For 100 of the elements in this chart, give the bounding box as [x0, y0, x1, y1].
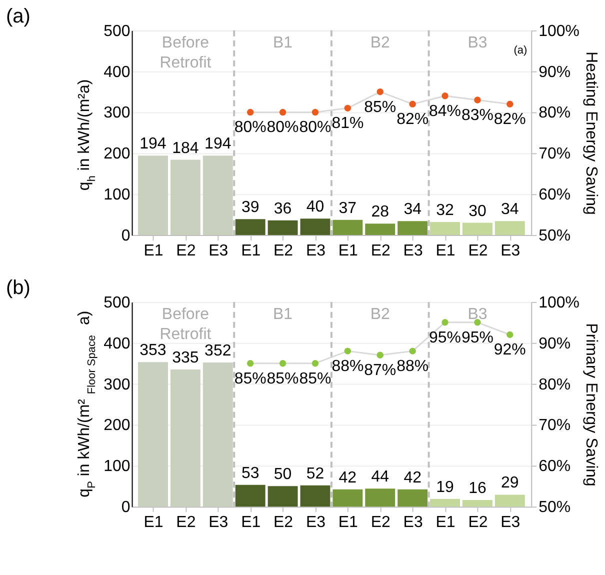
annotation: Before Retrofit: [160, 34, 212, 72]
x-tick-label: E3: [403, 242, 423, 260]
point: [279, 360, 286, 367]
x-tick-label: E3: [500, 514, 520, 532]
data-label: 37: [338, 200, 357, 217]
y-tick-label: 300: [104, 376, 130, 394]
data-label: 95%: [429, 329, 461, 346]
y2-tick-label: 90%: [538, 335, 571, 352]
y-axis-title: qh in kWh/(m²a): [76, 79, 98, 191]
y2-tick-label: 70%: [538, 146, 571, 163]
annotation: Before Retrofit: [160, 306, 212, 343]
bar: [494, 221, 525, 236]
x-tick-label: E1: [338, 242, 358, 260]
point: [409, 348, 416, 354]
annotation: B2: [370, 34, 390, 52]
point: [246, 108, 254, 116]
bar: [398, 221, 428, 236]
point: [409, 100, 416, 108]
y2-axis-title: Heating Energy Saving: [582, 52, 600, 215]
data-label: 92%: [494, 342, 526, 359]
point: [376, 352, 384, 358]
data-label: 87%: [364, 362, 396, 380]
data-label: 34: [501, 201, 519, 218]
y-tick-label: 100: [104, 458, 130, 476]
data-label: 84%: [429, 102, 461, 120]
annotation: (a): [514, 44, 528, 56]
data-label: 32: [436, 202, 454, 219]
data-label: 80%: [299, 119, 332, 136]
bar: [235, 484, 266, 507]
x-tick-label: E3: [306, 514, 326, 532]
bar: [462, 500, 492, 507]
bar: [202, 156, 233, 236]
chart-title: (b): [6, 276, 30, 299]
data-label: 30: [468, 202, 486, 220]
x-tick-label: E3: [208, 242, 228, 260]
data-label: 85%: [234, 370, 266, 388]
y-tick-label: 0: [121, 228, 130, 245]
annotation: B2: [370, 306, 390, 323]
y2-axis-title: Primary Energy Saving: [582, 323, 600, 486]
x-tick-label: E1: [436, 242, 456, 260]
data-label: 19: [436, 478, 454, 496]
data-label: 29: [501, 474, 519, 492]
y2-tick-label: 100%: [538, 294, 580, 312]
annotation: B1: [273, 306, 293, 323]
point: [312, 108, 319, 116]
data-label: 81%: [332, 115, 364, 132]
point: [442, 319, 448, 326]
data-label: 34: [404, 201, 422, 218]
bar: [398, 489, 428, 507]
bar: [235, 219, 266, 236]
bar: [300, 218, 330, 236]
data-label: 88%: [396, 358, 429, 376]
y2-tick-label: 50%: [538, 499, 571, 516]
data-label: 80%: [266, 119, 299, 136]
bar: [138, 362, 168, 507]
y-tick-label: 300: [104, 104, 130, 122]
y2-tick-label: 80%: [538, 376, 571, 394]
x-tick-label: E2: [274, 242, 294, 260]
x-tick-label: E1: [241, 242, 261, 260]
y2-tick-label: 100%: [538, 22, 580, 40]
data-label: 50: [274, 466, 292, 484]
annotation: B1: [273, 34, 293, 52]
x-tick-label: E3: [500, 242, 520, 260]
y2-tick-label: 60%: [538, 458, 571, 476]
y-tick-label: 400: [104, 64, 130, 81]
bar: [494, 494, 525, 507]
data-label: 194: [204, 136, 232, 153]
bar: [365, 488, 396, 507]
x-tick-label: E3: [208, 514, 228, 532]
y-tick-label: 500: [104, 22, 130, 40]
point: [344, 348, 352, 354]
bar: [170, 369, 200, 507]
x-tick-label: E1: [144, 242, 164, 260]
data-label: 39: [241, 199, 260, 216]
y2-tick-label: 80%: [538, 104, 571, 122]
data-label: 85%: [299, 370, 332, 388]
chart-title: (a): [6, 5, 30, 28]
point: [474, 319, 481, 326]
x-tick-label: E2: [176, 242, 196, 260]
x-tick-label: E1: [436, 514, 456, 532]
data-label: 40: [306, 198, 324, 216]
data-label: 44: [371, 468, 390, 486]
bar: [170, 160, 200, 236]
y-tick-label: 400: [104, 335, 130, 352]
data-label: 194: [140, 136, 166, 153]
x-tick-label: E3: [306, 242, 326, 260]
data-label: 28: [371, 204, 390, 221]
bar: [430, 498, 460, 507]
data-label: 52: [306, 465, 324, 482]
data-label: 42: [404, 469, 422, 486]
data-label: 53: [241, 464, 260, 482]
bar: [202, 362, 233, 507]
data-label: 80%: [234, 119, 266, 136]
bar: [138, 156, 168, 236]
y-tick-label: 200: [104, 417, 130, 434]
point: [312, 360, 319, 367]
x-tick-label: E2: [468, 514, 488, 532]
y-tick-label: 500: [104, 294, 130, 312]
data-label: 85%: [364, 98, 396, 116]
x-tick-label: E1: [338, 514, 358, 532]
